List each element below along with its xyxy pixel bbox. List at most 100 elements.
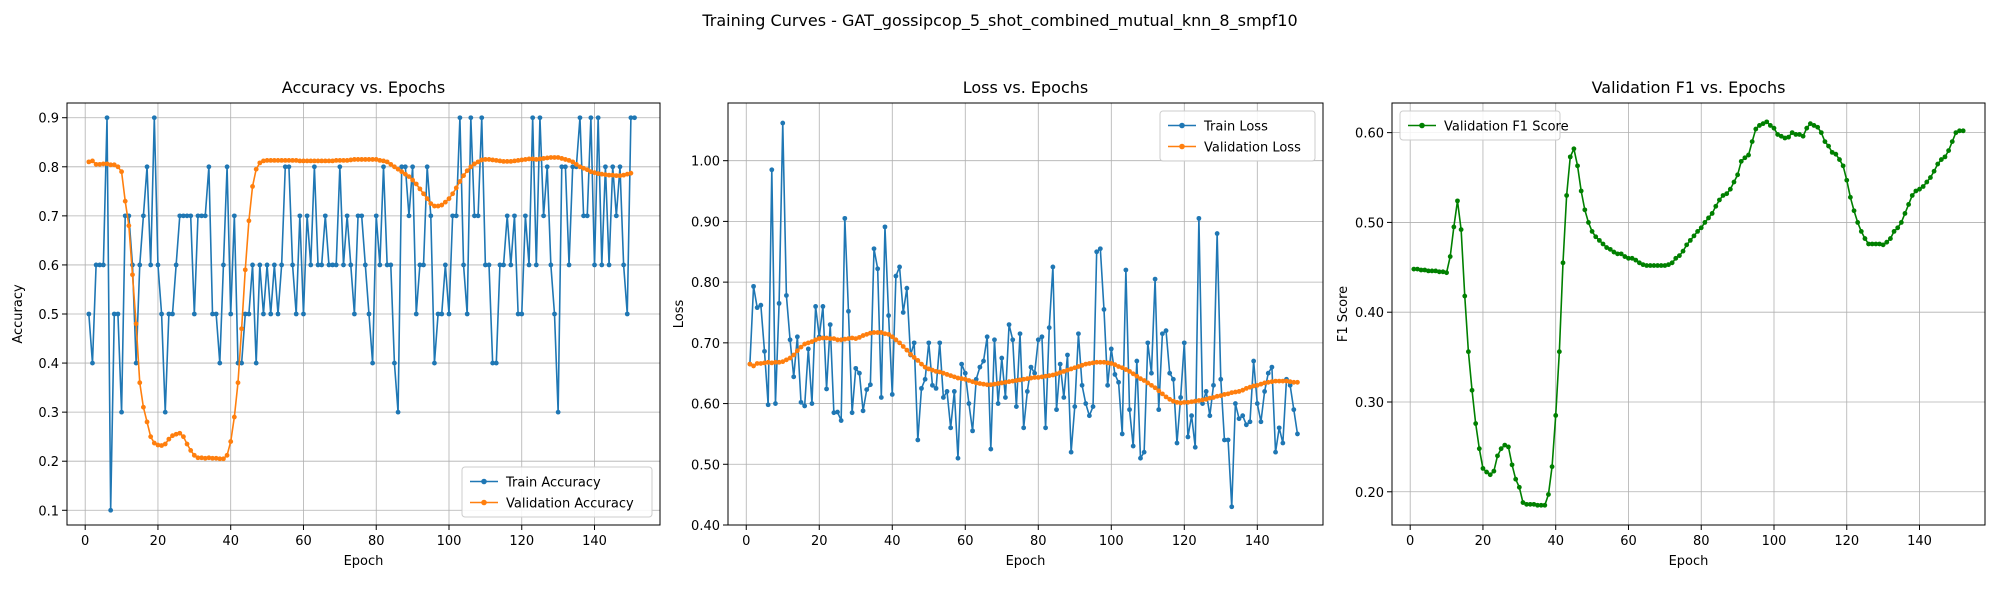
panel1-series-1-point-20 [816,336,822,341]
panel0-series-1-point-128 [548,155,554,160]
panel2-series-0-point-33 [1527,501,1533,507]
panel1-series-0-point-126 [1203,389,1209,394]
panel1-series-1-point-37 [878,330,884,335]
panel1-series-1-point-104 [1123,367,1129,372]
panel0-series-0-point-85 [392,360,397,366]
panel2-series-0-point-45 [1571,146,1577,152]
panel2-series-0-point-73 [1673,255,1679,261]
panel0-series-1-point-124 [533,157,539,162]
panel0-series-0-point-110 [482,262,488,268]
panel1-series-0-point-33 [864,387,870,392]
panel0-series-0-point-150 [628,115,634,121]
panel2-ytick-label-0.6: 0.60 [1355,127,1384,142]
panel0-series-1-point-63 [311,158,317,164]
panel1-xtick-label-60: 60 [957,534,974,549]
panel1-series-0-point-17 [805,346,811,352]
panel1-series-0-point-64 [977,364,983,370]
panel2-series-0-point-113 [1818,130,1824,136]
panel0-series-0-point-123 [530,115,536,121]
panel0-series-0-point-101 [450,213,456,219]
panel2-series-0-point-5 [1425,268,1431,274]
panel1-series-1-point-32 [860,333,866,338]
panel0-series-0-point-2 [90,360,95,366]
panel1-xlabel: Epoch [1006,554,1046,569]
panel0-series-1-point-81 [377,158,383,163]
panel1-series-0-point-59 [959,361,965,367]
panel2-series-0-point-90 [1735,172,1741,178]
panel0-series-0-point-105 [464,311,470,317]
panel0-series-0-point-46 [250,262,255,268]
panel0-series-0-point-138 [584,213,590,219]
panel1-series-0-point-22 [824,386,829,392]
panel0-series-1-point-5 [100,161,106,167]
panel1-series-1-point-82 [1043,373,1048,379]
panel1-series-0-point-96 [1094,249,1100,255]
panel0-series-1-point-13 [130,272,135,278]
panel0-series-1-point-112 [490,157,496,163]
loss-plot: 0 20 40 60 80 100 120 140 0.40 0.50 0.60 0.70 0.80 0.… [672,78,1324,569]
panel1-series-1-point-74 [1013,378,1019,383]
panel0-series-1-point-147 [617,173,623,179]
panel0-series-1-point-98 [439,202,445,208]
panel0-series-1-point-96 [432,203,437,209]
panel1-series-0-point-65 [981,358,986,364]
panel1-series-1-point-21 [820,335,826,341]
panel1-series-1-point-118 [1174,399,1180,405]
panel1-series-1-point-96 [1094,359,1100,365]
panel0-series-0-point-130 [555,409,561,415]
panel1-series-1-point-52 [933,368,939,374]
panel1-series-1-point-145 [1273,378,1278,384]
panel2-series-0-point-78 [1691,233,1697,239]
panel0-series-1-point-32 [199,455,205,461]
panel0-xtick-label-80: 80 [368,534,385,549]
panel0-series-1-point-48 [257,160,263,166]
panel1-series-0-point-76 [1021,425,1027,431]
panel1-series-0-point-106 [1130,443,1136,449]
panel0-series-0-point-39 [224,164,230,170]
panel0-series-0-point-97 [435,311,441,317]
panel0-series-1-point-53 [275,158,281,163]
panel0-series-1-point-37 [217,456,223,462]
panel1-series-0-point-47 [915,437,921,443]
panel0-series-1-point-12 [126,223,132,229]
panel0-series-0-point-149 [624,311,630,317]
panel1-series-0-point-14 [794,334,800,340]
panel1-series-1-point-128 [1211,395,1216,400]
panel0-ytick-label-0.9: 0.9 [38,112,59,127]
panel1-series-0-point-114 [1159,331,1165,337]
panel1-series-1-point-135 [1236,389,1242,394]
panel1-series-1-point-47 [915,358,921,363]
panel1-series-1 [747,330,1300,406]
panel0-ytick-label-0.1: 0.1 [38,504,59,519]
panel1-series-0-point-19 [813,304,819,309]
panel0-series-1-point-141 [595,171,601,177]
panel0-series-1-point-132 [563,157,568,162]
panel1-series-1-point-46 [911,355,917,360]
panel0-series-1-point-15 [137,380,143,386]
panel0-series-1-point-38 [221,456,226,462]
panel0-series-0-point-77 [362,262,368,268]
panel1-series-0-point-34 [867,382,873,388]
panel2-series-0-point-37 [1542,502,1548,508]
panel0-series-1-point-101 [450,191,456,197]
panel1-series-1-point-42 [897,340,902,346]
panel0-series-1-point-46 [250,184,255,189]
panel0-series-0-point-16 [141,213,146,219]
panel2-series-0-point-99 [1767,123,1773,128]
panel1-series-0-point-135 [1236,416,1242,422]
panel1-series-0-point-7 [769,167,775,173]
panel0-legend-label-1: Validation Accuracy [506,497,634,512]
panel1-series-1-point-53 [937,369,943,375]
panel0-series-0-point-52 [271,262,277,268]
panel2-series-0-point-126 [1866,241,1871,247]
panel0-legend-swatch-marker-1 [481,499,487,506]
panel2-series-0-point-119 [1840,163,1846,169]
panel0-series-0-point-38 [221,262,226,268]
panel0-series-0-point-144 [606,262,612,268]
panel1-series-0-point-54 [940,395,946,400]
panel2-series-0-point-93 [1746,152,1751,158]
panel2-series-0-point-124 [1858,229,1864,234]
panel1-series-0-point-118 [1174,440,1180,446]
panel1-series-1-point-16 [802,341,808,347]
panel2-series-0-point-4 [1422,267,1428,273]
